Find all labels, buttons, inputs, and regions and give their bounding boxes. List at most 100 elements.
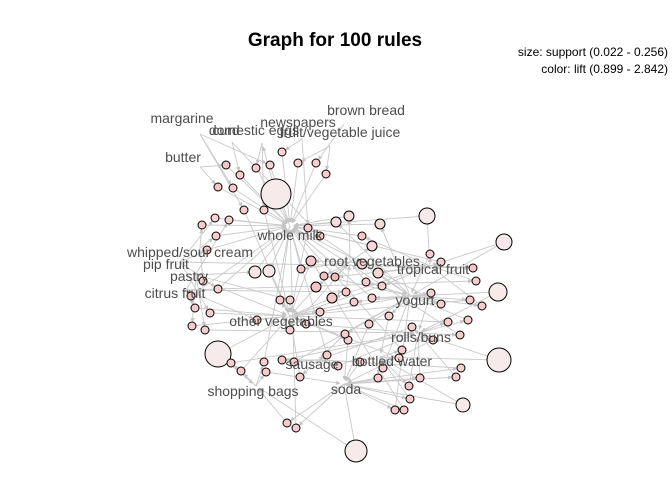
rule-node [204,340,232,368]
rule-node [239,205,249,215]
rule-node [187,321,197,331]
rule-node [259,205,269,215]
edge-item-to-rule [417,322,445,334]
edge-item-to-rule [179,261,216,288]
edge-item-to-rule [343,375,453,385]
rule-node [260,178,292,210]
edge-item-to-rule [346,219,352,263]
rule-node [357,231,367,241]
rule-node [488,282,508,302]
edge-rule-to-item [408,336,419,387]
edge-item-to-rule [199,133,243,207]
edge-item-to-rule [348,295,411,333]
edge-item-to-rule [179,261,470,271]
edge-item-to-rule [199,228,204,249]
rule-node [436,299,446,309]
edge-item-to-rule [221,315,291,353]
rule-node [311,158,321,168]
item-label-whipped-sour-cream: whipped/sour cream [126,244,253,260]
rule-node [285,295,295,305]
item-label-butter: butter [165,149,201,165]
edge-rule-to-item [293,215,350,227]
item-label-brown-bread: brown bread [327,102,405,118]
item-label-root-vegetables: root vegetables [324,253,420,269]
edge-item-to-rule [199,133,267,164]
edge-rule-to-item [232,187,288,225]
rule-node [236,366,246,376]
edge-rule-to-item [342,339,349,381]
edge-item-to-rule [185,289,254,319]
rule-node [349,297,359,307]
rule-node [275,295,285,305]
edge-rule-to-item [433,266,477,282]
edge-rule-to-item [347,383,464,406]
edge-rule-to-item [243,209,289,313]
edge-rule-to-item [292,227,461,336]
edge-item-to-rule [343,383,357,448]
edge-item-to-rule [199,247,205,278]
rule-node [436,257,446,267]
rule-node [428,335,438,345]
edge-rule-to-item [345,323,370,381]
edge-item-to-rule [324,145,331,171]
edge-rule-to-item [416,336,421,379]
edge-rule-to-item [361,263,427,269]
rule-node [226,358,236,368]
edge-item-to-rule [301,138,310,225]
rule-node [224,215,234,225]
rule-node [252,315,262,325]
rule-node [344,439,368,463]
rule-node [315,231,325,241]
edge-item-to-rule [349,247,370,263]
item-label-bottled-water: bottled water [352,353,432,369]
rule-node [463,315,473,325]
item-label-rolls-buns: rolls/buns [391,329,451,345]
item-label-fruit-vegetable-juice: fruit/vegetable juice [280,124,401,140]
edge-item-to-rule [284,138,303,151]
edge-item-to-rule [179,261,209,310]
rule-node [200,325,210,335]
edge-item-to-rule [376,356,382,375]
rule-node [202,245,212,255]
edge-rule-to-item [288,162,299,223]
rule-node-layer [186,147,513,463]
rule-node [405,394,415,404]
edge-rule-to-item [319,295,407,313]
edge-item-to-rule [301,145,331,162]
rule-node [285,325,295,335]
rule-node [210,213,220,223]
rule-node [356,258,368,270]
edge-rule-to-item [281,332,415,361]
rule-node [397,345,407,355]
edge-item-to-rule [289,310,317,317]
rule-node [198,276,208,286]
rule-node [407,322,417,332]
edge-item-to-rule [255,365,264,387]
rule-node [468,263,478,273]
rule-node [248,265,262,279]
edge-rule-to-item [204,329,415,336]
rule-node [259,357,269,367]
edge-item-to-rule [343,383,407,400]
edge-rule-to-item [290,162,317,223]
rule-node [399,405,409,415]
rule-node [277,355,287,365]
rule-node [372,267,384,279]
edge-item-to-rule [302,359,319,375]
edge-rule-to-item [228,219,287,228]
rule-node [205,308,215,318]
rule-node [295,372,305,382]
rule-node [310,281,322,293]
edge-rule-to-item [279,229,292,301]
item-label-margarine: margarine [150,110,213,126]
edge-item-to-rule [317,123,345,161]
rule-node [443,317,453,327]
item-label-domestic-eggs: domestic eggs [209,122,299,138]
item-label-curd: curd [212,122,239,138]
item-label-pip-fruit: pip fruit [143,256,189,272]
edge-rule-to-item [413,296,469,321]
rule-node [186,291,196,301]
edge-rule-to-item [258,388,288,424]
edge-rule-to-item [421,291,499,332]
edge-rule-to-item [217,186,287,225]
